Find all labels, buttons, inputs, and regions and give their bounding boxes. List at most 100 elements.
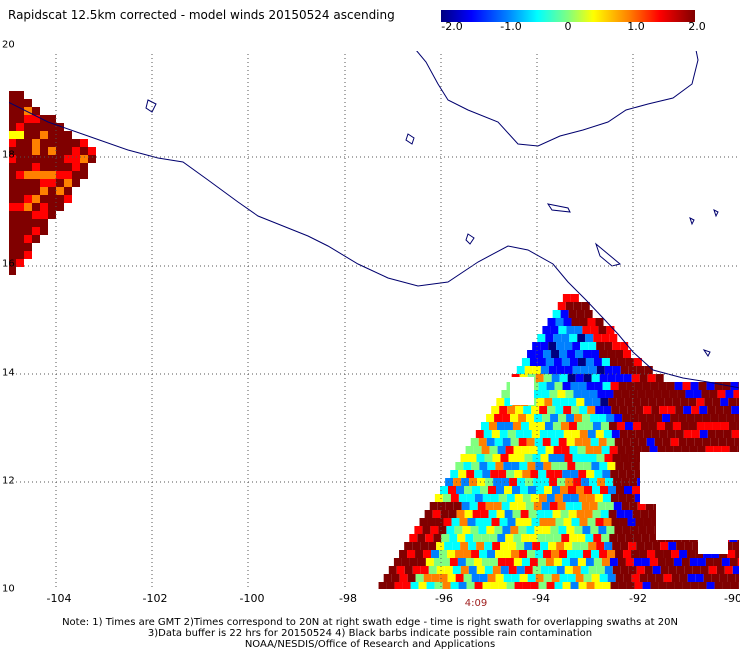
swath-cell <box>564 342 573 350</box>
swath-cell <box>518 438 527 446</box>
swath-cell <box>489 534 498 542</box>
swath-cell <box>609 446 618 454</box>
swath-cell <box>538 494 547 502</box>
swath-cell <box>606 526 615 534</box>
swath-cell <box>663 574 672 582</box>
swath-cell <box>575 574 584 582</box>
swath-cell <box>607 350 616 358</box>
swath-cell <box>541 478 550 486</box>
swath-cell <box>674 582 683 590</box>
swath-cell <box>727 574 736 582</box>
swath-cell <box>441 558 450 566</box>
swath-cell <box>495 550 504 558</box>
swath-cell <box>689 558 698 566</box>
swath-cell <box>551 550 560 558</box>
swath-cell <box>479 574 488 582</box>
swath-cell <box>8 259 16 267</box>
swath-cell <box>545 558 554 566</box>
swath-cell <box>593 446 602 454</box>
swath-cell <box>40 155 48 163</box>
swath-cell <box>468 454 477 462</box>
swath-cell <box>24 131 32 139</box>
swath-cell <box>732 542 740 550</box>
swath-cell <box>520 510 529 518</box>
swath-cell <box>572 366 581 374</box>
swath-cell <box>632 398 641 406</box>
swath-cell <box>485 478 494 486</box>
swath-cell <box>516 542 525 550</box>
swath-cell <box>40 187 48 195</box>
swath-cell <box>596 342 605 350</box>
lon-label: -104 <box>46 592 72 605</box>
swath-cell <box>504 398 513 406</box>
swath-cell <box>717 390 726 398</box>
swath-cell <box>563 406 572 414</box>
swath-cell <box>688 422 697 430</box>
swath-cell <box>615 574 624 582</box>
swath-cell <box>504 510 513 518</box>
swath-cell <box>527 350 536 358</box>
colorbar-tick-label: 1.0 <box>627 20 645 33</box>
swath-cell <box>585 534 594 542</box>
swath-cell <box>602 582 611 590</box>
swath-cell <box>16 163 24 171</box>
swath-cell <box>453 478 462 486</box>
swath-cell <box>550 526 559 534</box>
swath-cell <box>573 478 582 486</box>
swath-cell <box>512 486 520 494</box>
swath-cell <box>24 219 32 227</box>
swath-cell <box>575 462 584 470</box>
swath-cell <box>565 390 574 398</box>
swath-cell <box>571 406 580 414</box>
swath-cell <box>461 502 470 510</box>
swath-cell <box>724 542 733 550</box>
swath-cell <box>511 462 520 470</box>
swath-cell <box>64 139 72 147</box>
swath-cell <box>590 326 599 334</box>
swath-cell <box>665 446 674 454</box>
swath-cell <box>730 382 739 390</box>
swath-cell <box>646 414 655 422</box>
swath-cell <box>691 430 700 438</box>
swath-cell <box>476 542 485 550</box>
swath-cell <box>622 414 631 422</box>
swath-cell <box>516 366 525 374</box>
swath-cell <box>584 510 593 518</box>
swath-cell <box>468 542 477 550</box>
swath-cell <box>542 414 551 422</box>
swath-cell <box>428 566 437 574</box>
swath-cell <box>56 179 64 187</box>
swath-cell <box>501 390 510 398</box>
swath-cell <box>498 494 507 502</box>
swath-cell <box>32 179 40 187</box>
swath-cell <box>544 510 553 518</box>
swath-cell <box>705 558 714 566</box>
swath-cell <box>24 187 32 195</box>
swath-cell <box>557 390 566 398</box>
swath-cell <box>549 478 558 486</box>
swath-cell <box>480 510 489 518</box>
swath-cell <box>597 478 606 486</box>
swath-cell <box>456 510 465 518</box>
swath-cell <box>542 438 551 446</box>
swath-cell <box>548 454 557 462</box>
swath-cell <box>600 422 609 430</box>
swath-cell <box>429 502 438 510</box>
swath-cell <box>714 382 723 390</box>
swath-cell <box>731 406 740 414</box>
swath-cell <box>619 430 628 438</box>
swath-cell <box>645 502 654 510</box>
swath-cell <box>548 566 557 574</box>
colorbar-tick-label: -1.0 <box>500 20 522 33</box>
swath-cell <box>473 558 482 566</box>
swath-cell <box>492 454 501 462</box>
swath-cell <box>531 518 540 526</box>
swath-cell <box>636 542 645 550</box>
swath-cell <box>729 446 738 454</box>
swath-cell <box>626 582 635 590</box>
swath-cell <box>495 574 504 582</box>
swath-cell <box>590 526 599 534</box>
swath-cell <box>40 163 48 171</box>
lat-label: 14 <box>2 367 15 379</box>
swath-cell <box>559 462 568 470</box>
